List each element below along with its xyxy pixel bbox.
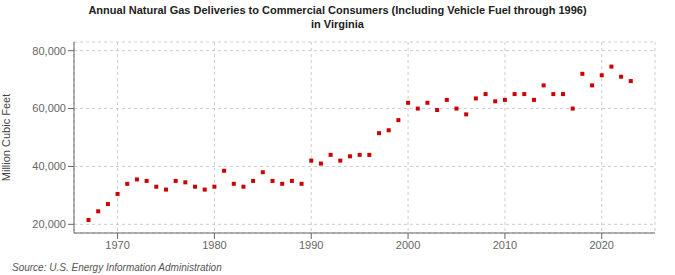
html-text:Source: U.S. Energy Informatio: Source: U.S. Energy Information Administ… bbox=[12, 262, 222, 273]
svg-text:2020: 2020 bbox=[589, 239, 613, 251]
svg-text:Million Cubic Feet: Million Cubic Feet bbox=[8, 94, 12, 181]
svg-text:1990: 1990 bbox=[299, 239, 323, 251]
svg-text:20,000: 20,000 bbox=[32, 218, 66, 230]
svg-text:60,000: 60,000 bbox=[32, 102, 66, 114]
svg-text:40,000: 40,000 bbox=[32, 160, 66, 172]
svg-text:2010: 2010 bbox=[493, 239, 517, 251]
html-text:Annual Natural Gas Deliveries: Annual Natural Gas Deliveries to Commerc… bbox=[88, 4, 587, 30]
svg-text:1980: 1980 bbox=[202, 239, 226, 251]
svg-text:80,000: 80,000 bbox=[32, 45, 66, 57]
svg-text:2000: 2000 bbox=[396, 239, 420, 251]
svg-text:1970: 1970 bbox=[105, 239, 129, 251]
